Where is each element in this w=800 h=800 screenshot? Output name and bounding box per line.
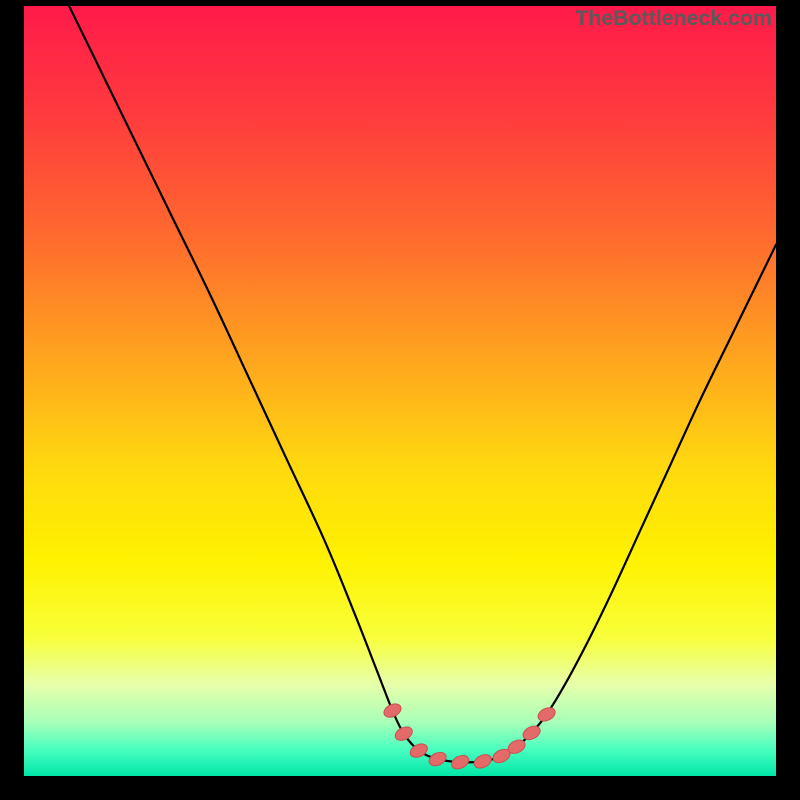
bottleneck-curve [69, 6, 776, 762]
marker-group [382, 701, 557, 771]
watermark-text: TheBottleneck.com [575, 6, 772, 31]
curve-marker [427, 750, 448, 769]
curve-marker [382, 701, 403, 720]
curve-marker [450, 753, 471, 772]
curve-layer [24, 6, 776, 776]
curve-marker [393, 724, 414, 743]
curve-marker [536, 705, 557, 724]
plot-area [24, 6, 776, 776]
curve-marker [472, 752, 493, 771]
